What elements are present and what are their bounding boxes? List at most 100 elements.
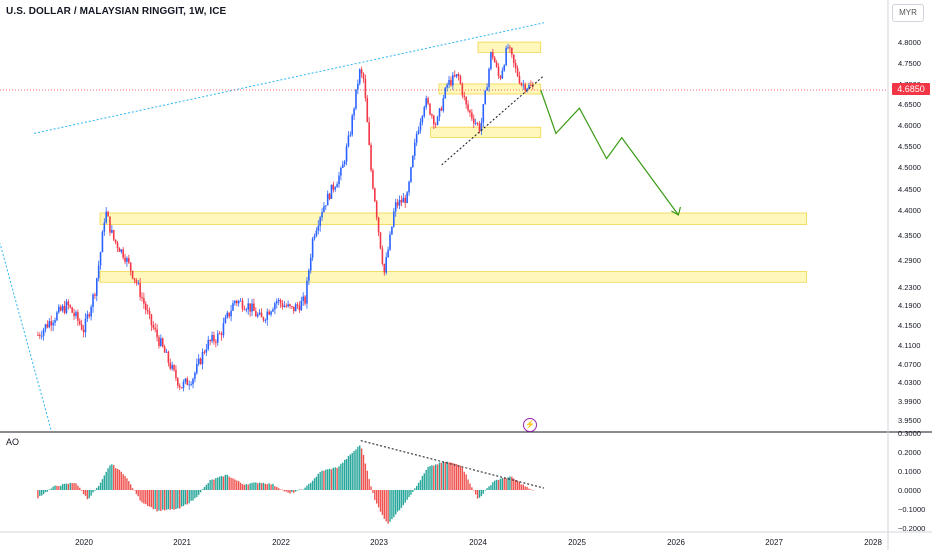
ao-indicator-label[interactable]: AO xyxy=(6,437,20,447)
candle-body xyxy=(146,309,149,312)
ao-bar xyxy=(163,490,166,511)
candle-body xyxy=(321,212,323,218)
candle-body xyxy=(520,83,523,86)
ao-bar xyxy=(364,463,367,490)
ao-bar xyxy=(251,482,253,490)
ao-bar xyxy=(495,479,498,490)
time-axis-tick: 2024 xyxy=(469,538,487,547)
ao-bar xyxy=(71,483,73,490)
ao-bar xyxy=(514,479,517,490)
ao-bar xyxy=(522,484,524,490)
ao-bar xyxy=(97,485,100,490)
candle-body xyxy=(461,83,464,96)
ao-bar xyxy=(39,490,41,497)
ao-bar xyxy=(325,469,327,490)
ao-bar xyxy=(410,490,412,495)
candle-body xyxy=(300,300,303,311)
ao-bar xyxy=(198,490,200,495)
candle-body xyxy=(398,200,401,206)
ao-bar xyxy=(389,490,391,522)
time-axis: 2020 2021 2022 2023 2024 2025 2026 2027 2028 xyxy=(75,538,882,547)
ao-bar xyxy=(150,490,153,508)
ao-bar xyxy=(461,467,464,490)
ao-bar xyxy=(429,466,431,490)
ao-axis-tick: 0.1000 xyxy=(898,467,921,476)
candle-body xyxy=(516,68,519,77)
candle-body xyxy=(455,74,458,77)
candles xyxy=(37,43,534,392)
price-axis-tick: 4.6500 xyxy=(898,100,921,109)
candle-body xyxy=(205,349,208,353)
candle-body xyxy=(410,167,412,182)
lightning-icon[interactable]: ⚡ xyxy=(523,418,537,432)
ao-bar xyxy=(80,490,83,491)
ao-bar xyxy=(425,469,427,490)
candle-body xyxy=(88,314,91,317)
candle-body xyxy=(512,54,515,64)
ao-bar xyxy=(158,490,160,511)
ao-bar xyxy=(423,473,425,490)
ao-bar xyxy=(396,490,399,512)
candle-body xyxy=(186,378,189,385)
candle-body xyxy=(531,86,534,87)
candle-body xyxy=(128,258,130,263)
ao-bar xyxy=(260,483,263,490)
candle-body xyxy=(419,122,422,131)
candle-body xyxy=(199,358,202,365)
ao-bar xyxy=(58,486,60,490)
support-resistance-zone xyxy=(99,212,807,225)
candle-body xyxy=(370,144,372,171)
candle-body xyxy=(518,76,521,84)
ao-bar xyxy=(182,490,185,506)
ao-bar xyxy=(194,490,196,499)
candle-body xyxy=(444,87,447,99)
candle-body xyxy=(423,107,426,116)
ao-bar xyxy=(220,475,223,490)
ao-bar xyxy=(332,467,335,490)
currency-selector[interactable]: MYR xyxy=(892,4,924,22)
price-axis-tick: 4.1500 xyxy=(898,321,921,330)
candle-body xyxy=(251,303,253,312)
ao-bar xyxy=(362,454,365,490)
candle-body xyxy=(499,76,502,79)
candle-body xyxy=(287,304,289,307)
ao-bar xyxy=(152,490,155,510)
ao-bar xyxy=(109,465,111,490)
ao-bar xyxy=(143,490,145,504)
candle-body xyxy=(224,317,227,324)
price-axis-tick: 3.9500 xyxy=(898,416,921,425)
candle-body xyxy=(262,317,265,321)
ao-bar xyxy=(175,490,177,510)
candle-body xyxy=(165,351,168,353)
candle-body xyxy=(222,323,225,336)
ao-bar xyxy=(165,490,168,510)
support-resistance-zone xyxy=(99,271,807,283)
ao-bar xyxy=(492,482,494,490)
candle-body xyxy=(413,142,416,156)
price-axis-tick: 4.3500 xyxy=(898,231,921,240)
ao-bar xyxy=(490,485,492,490)
ao-bar xyxy=(120,471,122,490)
ao-bar xyxy=(192,490,194,501)
ao-bar xyxy=(296,490,299,491)
candle-body xyxy=(319,217,321,227)
candle-body xyxy=(126,258,128,262)
candle-body xyxy=(472,118,475,124)
ao-bar xyxy=(135,490,138,495)
candle-body xyxy=(266,311,269,321)
ao-bar xyxy=(130,484,132,490)
ao-bar xyxy=(63,483,66,490)
ao-bar xyxy=(217,477,219,490)
candle-body xyxy=(421,115,424,123)
ao-bar xyxy=(257,483,259,490)
time-axis-tick: 2026 xyxy=(667,538,685,547)
ao-bar xyxy=(101,479,104,490)
ao-bar xyxy=(469,483,471,490)
ao-axis-tick: −0.1000 xyxy=(898,505,925,514)
ao-bar xyxy=(266,484,268,490)
ao-bar xyxy=(226,474,228,490)
candle-body xyxy=(275,301,278,304)
candle-body xyxy=(215,341,217,343)
